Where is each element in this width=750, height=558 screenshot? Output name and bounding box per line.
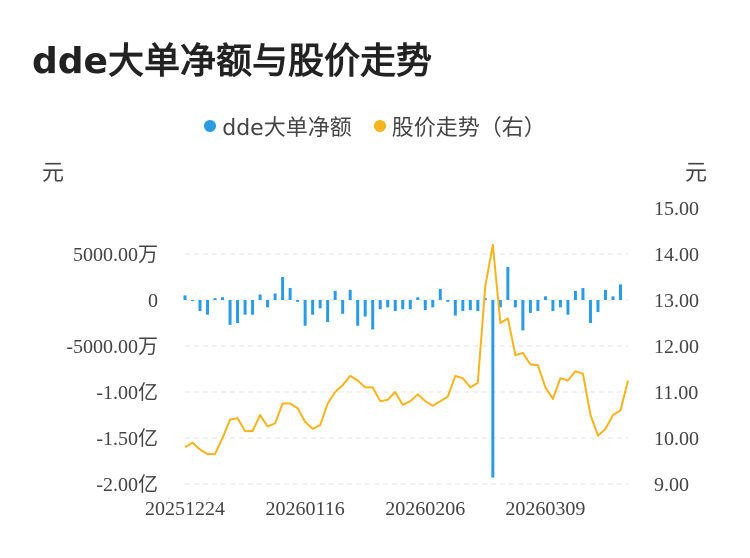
dde-bar <box>258 294 262 300</box>
dde-bar <box>281 277 285 300</box>
left-tick-label: 5000.00万 <box>73 244 158 266</box>
dde-bar <box>348 289 352 300</box>
dde-bar <box>356 300 360 326</box>
dde-bar <box>371 300 375 330</box>
dde-bar <box>423 300 427 311</box>
dde-bar <box>483 298 487 300</box>
left-axis-unit: 元 <box>42 161 65 186</box>
left-tick-label: 0 <box>148 290 158 312</box>
dde-bar <box>498 300 502 308</box>
x-tick-label: 20260116 <box>266 498 345 520</box>
dde-bar <box>618 284 622 300</box>
dde-bar <box>611 296 615 300</box>
dde-bar <box>566 300 570 315</box>
right-tick-label: 14.00 <box>654 244 699 266</box>
x-tick-label: 20260309 <box>505 498 585 520</box>
dde-bar <box>183 295 187 300</box>
right-tick-label: 10.00 <box>654 428 699 450</box>
dde-bar <box>326 300 330 323</box>
dde-bar <box>603 289 607 300</box>
dde-bar <box>386 300 390 308</box>
dde-bar <box>303 300 307 326</box>
dde-bar <box>251 300 255 315</box>
dde-bar <box>288 288 292 300</box>
dde-bar <box>528 300 532 313</box>
dde-bar <box>273 293 277 300</box>
dde-bar <box>573 290 577 300</box>
dde-bar <box>596 300 600 312</box>
legend-dot-icon <box>373 120 386 132</box>
dde-bar <box>558 300 562 308</box>
dde-bar <box>393 300 397 312</box>
dde-bar <box>468 300 472 311</box>
left-tick-label: -5000.00万 <box>66 336 158 358</box>
dde-bar <box>446 300 450 302</box>
right-tick-label: 15.00 <box>654 198 699 220</box>
left-tick-label: -2.00亿 <box>96 473 158 496</box>
dde-bar <box>461 300 465 312</box>
dde-bar <box>588 300 592 323</box>
dde-bar <box>401 300 405 310</box>
dde-bar <box>363 300 367 317</box>
dde-bar <box>243 300 247 315</box>
dde-bar <box>228 300 232 325</box>
dde-bar <box>198 300 202 312</box>
dde-bar <box>213 298 217 300</box>
dde-bar <box>431 300 435 308</box>
left-tick-label: -1.00亿 <box>96 381 158 404</box>
dde-bar <box>438 288 442 300</box>
x-tick-label: 20251224 <box>145 498 225 520</box>
legend: dde大单净额 股价走势（右） <box>0 110 750 142</box>
dde-bar <box>378 300 382 310</box>
right-tick-label: 9.00 <box>654 474 689 496</box>
dde-bar <box>581 288 585 300</box>
dde-bar <box>333 290 337 300</box>
dde-bar <box>206 300 210 315</box>
dde-bar <box>536 300 540 312</box>
left-tick-label: -1.50亿 <box>96 427 158 450</box>
dde-bar <box>506 266 510 300</box>
dde-bar <box>266 300 270 308</box>
dde-bar <box>416 297 420 300</box>
dde-bar <box>311 300 315 315</box>
legend-item-dde[interactable]: dde大单净额 <box>204 110 352 142</box>
legend-item-price[interactable]: 股价走势（右） <box>373 110 546 142</box>
legend-label-price: 股价走势（右） <box>391 116 546 141</box>
dde-bar <box>191 300 195 301</box>
dde-bar <box>221 297 225 300</box>
right-axis-unit: 元 <box>685 161 708 186</box>
dde-bar <box>476 300 480 312</box>
right-tick-label: 11.00 <box>654 382 698 404</box>
x-tick-label: 20260206 <box>385 498 465 520</box>
dde-bar <box>551 300 555 312</box>
dde-bar <box>341 300 345 314</box>
right-tick-label: 13.00 <box>654 290 699 312</box>
dde-bar <box>408 300 412 310</box>
dde-bar <box>236 300 240 323</box>
price-line <box>184 243 629 456</box>
dde-bar <box>521 300 525 331</box>
legend-dot-icon <box>204 120 217 132</box>
dde-bar <box>513 300 517 308</box>
dde-bar <box>543 296 547 300</box>
legend-label-dde: dde大单净额 <box>222 116 352 141</box>
chart-title: dde大单净额与股价走势 <box>32 41 432 82</box>
dde-bar <box>296 300 300 302</box>
dde-bar <box>453 300 457 316</box>
dde-bar <box>318 300 322 309</box>
right-tick-label: 12.00 <box>654 336 699 358</box>
dde-bar <box>491 300 495 478</box>
